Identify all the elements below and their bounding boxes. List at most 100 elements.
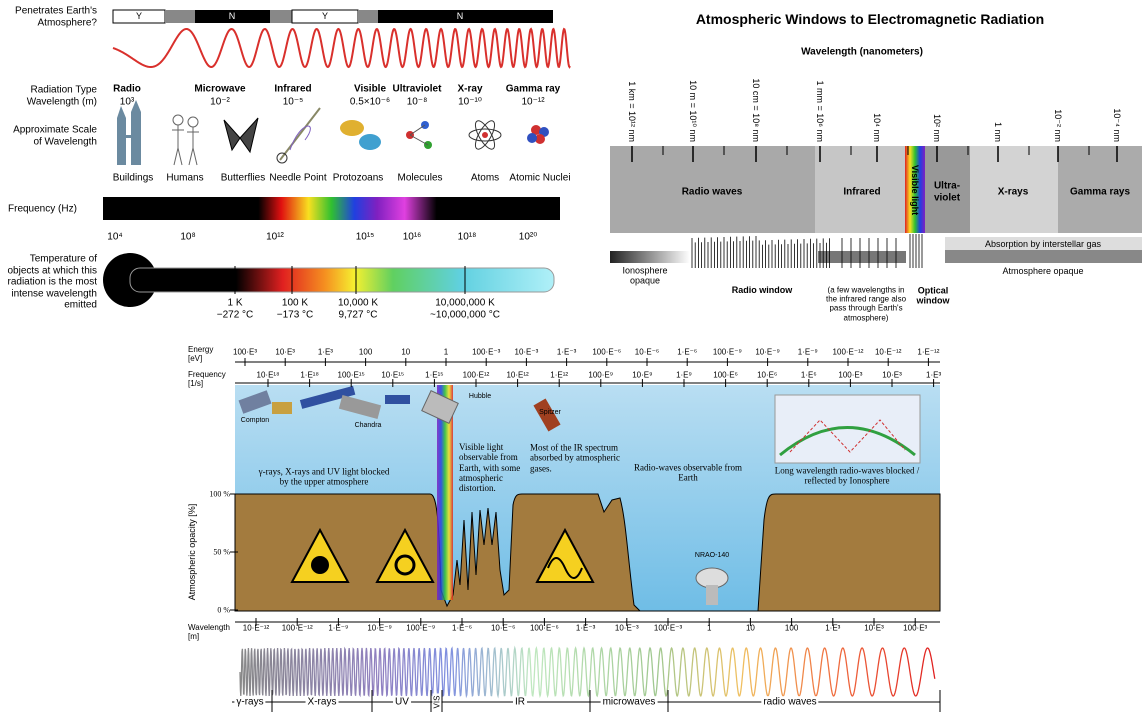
band-label: Infrared [843,186,881,198]
temperature-k: 10,000,000 K [435,297,495,309]
temperature-k: 10,000 K [337,297,379,309]
wavelength-tick: 10 cm = 10⁸ nm [751,78,762,142]
band-label: Radio waves [681,186,743,198]
note: Radio window [731,284,793,295]
band-label: X-rays [305,696,339,708]
energy-tick: 100·E⁻⁹ [712,347,742,357]
frequency-tick: 1·E¹⁵ [425,370,444,380]
band-label: VIS [432,693,442,711]
wavelength-tick: 10² nm [932,113,943,142]
energy-tick: 1·E⁻¹² [917,347,940,357]
axis-label: Energy [eV] [188,344,214,363]
thermometer-ticks [234,266,466,294]
frequency-tick: 10·E¹² [506,370,529,380]
energy-tick: 10·E⁻³ [514,347,539,357]
frequency-tick: 100·E⁶ [713,370,738,380]
penetration-label: Y [135,10,143,21]
frequency-tick: 1·E⁹ [676,370,692,380]
wavelength-tick: 10·E⁻³ [614,623,639,633]
row-label: Frequency (Hz) [8,203,77,215]
wavelength-tick: 1 km = 10¹² nm [627,81,638,142]
energy-tick: 10·E³ [275,347,295,357]
axis-label: Frequency [1/s] [188,369,226,388]
telescope-label: Chandra [354,421,382,429]
frequency-tick: 10·E³ [882,370,902,380]
scale-object: Humans [166,172,204,184]
row-label: Radiation Type [30,84,97,96]
radiation-type: Microwave [194,83,246,95]
wavelength-value: 10⁻⁸ [406,96,428,108]
frequency-tick: 10¹⁸ [457,231,477,243]
penetration-label: N [456,10,464,21]
energy-tick: 100·E³ [232,347,258,357]
visible-strip [437,385,453,600]
scale-object: Atomic Nuclei [509,172,571,184]
note: Atmosphere opaque [1002,265,1084,276]
band [925,146,970,233]
band-label: microwaves [600,696,658,708]
scale-object: Atoms [470,172,500,184]
wavelength-tick: 100 [784,623,799,633]
frequency-tick: 10·E¹⁵ [381,370,405,380]
penetration-partial [358,10,378,23]
wavelength-value: 10³ [119,96,135,108]
axis-ticks [230,358,935,626]
hazard-icons [290,527,595,583]
temperature-k: 100 K [281,297,309,309]
axis-label: Atmospheric opacity [%] [186,503,197,601]
note: Radio-waves observable from Earth [634,462,742,483]
energy-tick: 1 [443,347,449,357]
scale-object: Protozoans [332,172,384,184]
temperature-k: 1 K [227,297,243,309]
penetration-label: N [228,10,236,21]
energy-tick: 100·E⁻¹² [832,347,864,357]
wavelength-value: 10⁻¹² [521,96,545,108]
energy-tick: 1·E⁻⁹ [797,347,818,357]
band [610,146,815,233]
band-label: X-rays [997,186,1029,198]
ir-opaque [818,251,906,263]
band-label: γ-rays [234,696,266,708]
scale-object: Butterflies [220,172,266,184]
wavelength-tick: 10·E⁻¹² [242,623,270,633]
wavelength-tick: 10·E⁻⁶ [490,623,516,633]
opacity-tick: 50 % [213,547,230,557]
note: γ-rays, X-rays and UV light blocked by t… [258,466,390,487]
radiation-type: Gamma ray [505,83,561,95]
wavelength-tick: 10 m = 10¹⁰ nm [688,80,699,142]
row-label: Penetrates Earth's Atmosphere? [15,5,97,29]
radiation-type: X-ray [457,83,483,95]
band-label: IR [513,696,527,708]
interstellar-bar [945,237,1142,250]
row-label: Approximate Scale of Wavelength [13,124,97,148]
axis-label: Wavelength [m] [188,622,230,641]
band-dividers [232,690,941,712]
energy-tick: 10·E⁻⁶ [634,347,660,357]
wavelength-value: 10⁻⁵ [282,96,304,108]
wavelength-tick: 100·E⁻⁹ [406,623,436,633]
wavelength-tick: 1·E⁻³ [575,623,596,633]
note: Visible light observable from Earth, wit… [459,442,521,494]
energy-tick: 1·E⁻³ [556,347,577,357]
wavelength-value: 10⁻² [210,96,230,108]
note: Long wavelength radio-waves blocked / re… [774,465,920,486]
thermometer [129,267,555,293]
frequency-tick: 10·E¹⁸ [256,370,280,380]
note: Ionosphere opaque [622,265,668,286]
energy-tick: 100·E⁻³ [472,347,501,357]
temperature-c: ~10,000,000 °C [430,309,500,321]
temperature-c: −272 °C [216,309,254,321]
wavelength-ticks [631,146,1118,162]
wavelength-tick: 100·E³ [903,623,928,633]
wavelength-value: 10⁻¹⁰ [458,96,482,108]
opacity-tick: 100 % [209,489,230,499]
wavelength-tick: 100·E⁻³ [653,623,683,633]
band-label: UV [393,696,411,708]
energy-tick: 10·E⁻⁹ [755,347,780,357]
satellites [238,385,921,605]
band-label: Gamma rays [1069,186,1131,198]
energy-tick: 100·E⁻⁶ [592,347,622,357]
note: Optical window [916,285,950,306]
wavelength-tick: 1 mm = 10⁶ nm [815,80,826,142]
frequency-tick: 10¹⁵ [355,231,375,243]
